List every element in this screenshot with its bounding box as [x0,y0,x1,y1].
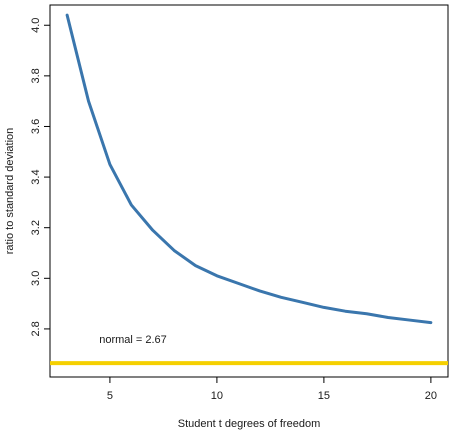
y-tick-label: 4.0 [30,18,42,33]
y-tick-label: 3.0 [30,271,42,286]
series-layer [65,13,433,325]
y-axis-label: ratio to standard deviation [4,128,16,255]
y-tick-label: 3.6 [30,119,42,134]
y-tick-label: 3.2 [30,220,42,235]
x-tick-label: 15 [318,390,330,402]
x-tick-label: 5 [107,390,113,402]
y-axis: 2.8 3.0 3.2 3.4 3.6 3.8 4.0 [30,18,50,337]
series-line [65,13,433,325]
x-axis: 5 10 15 20 [107,377,437,402]
x-axis-label: Student t degrees of freedom [178,418,320,430]
y-tick-label: 3.8 [30,68,42,83]
reference-line-label: normal = 2.67 [99,334,167,346]
x-tick-label: 10 [211,390,223,402]
x-tick-label: 20 [425,390,437,402]
plot-frame [49,4,449,378]
y-tick-label: 2.8 [30,321,42,336]
y-tick-label: 3.4 [30,169,42,184]
